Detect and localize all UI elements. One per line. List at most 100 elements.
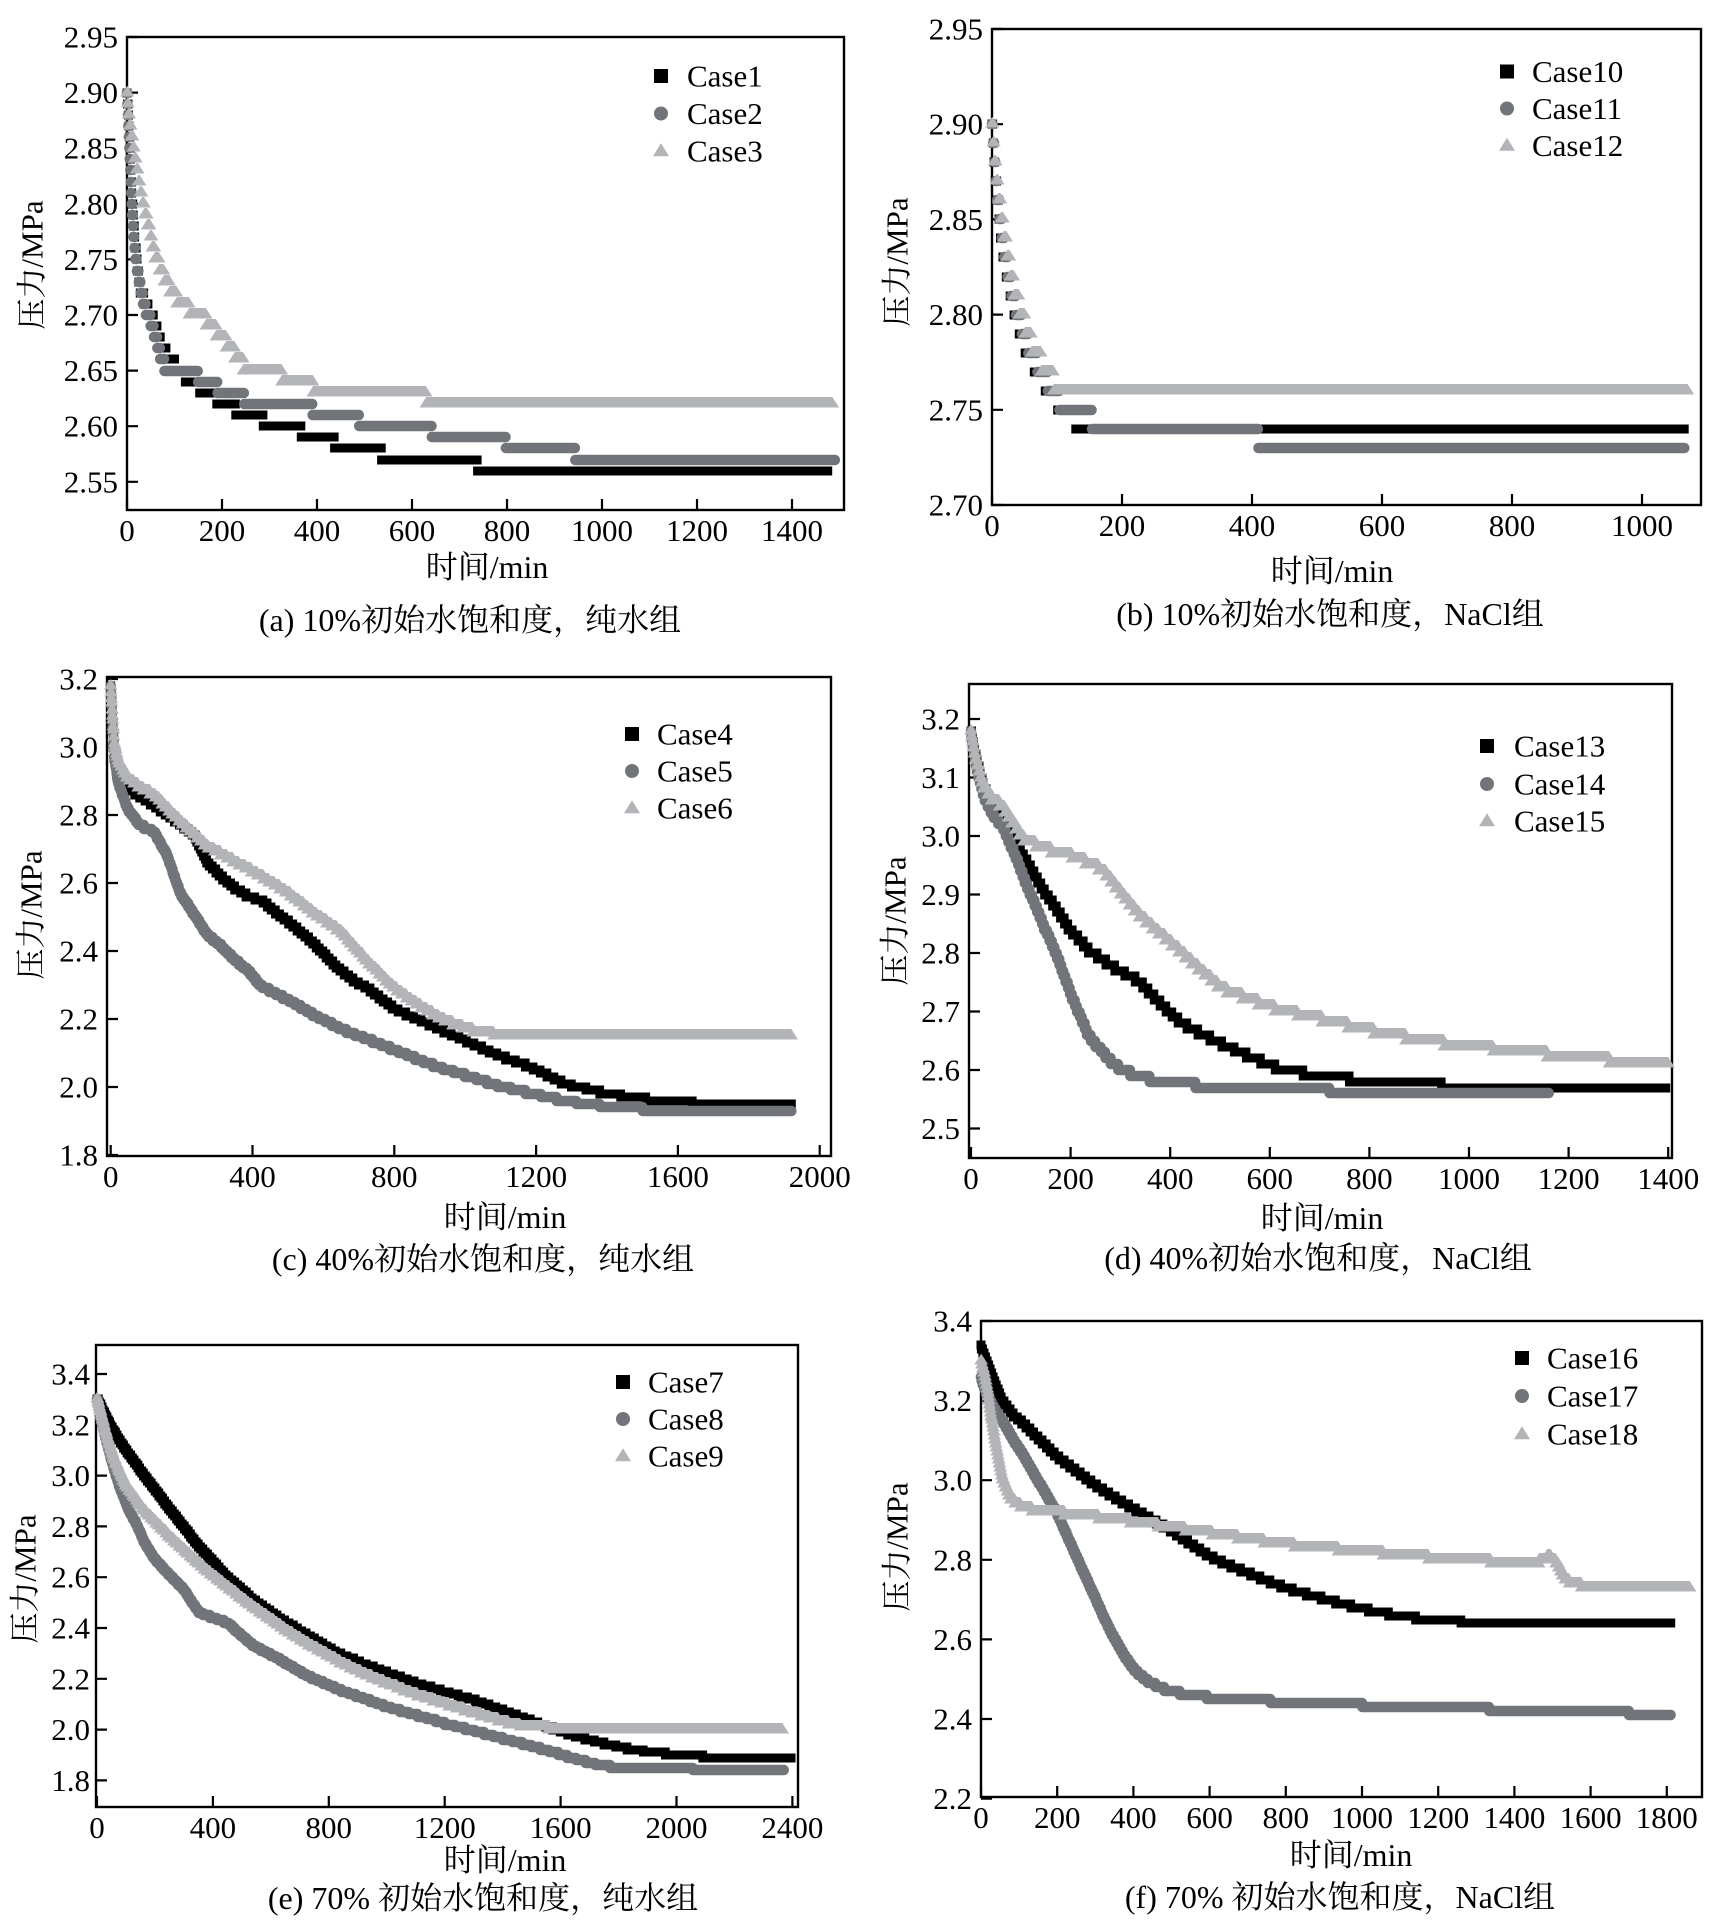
svg-text:1000: 1000: [1438, 1161, 1500, 1196]
svg-text:/min: /min: [1354, 1837, 1413, 1873]
svg-text:2.5: 2.5: [921, 1111, 960, 1146]
svg-text:2.6: 2.6: [59, 866, 98, 901]
svg-text:2.75: 2.75: [929, 392, 983, 427]
svg-text:800: 800: [306, 1810, 353, 1845]
svg-text:1400: 1400: [1637, 1161, 1699, 1196]
svg-text:2.4: 2.4: [59, 934, 98, 969]
svg-text:2.70: 2.70: [929, 488, 983, 523]
svg-text:1000: 1000: [1331, 1800, 1393, 1835]
svg-text:(c) 40%: (c) 40%: [272, 1241, 374, 1277]
svg-text:/min: /min: [1335, 553, 1394, 589]
svg-text:Case17: Case17: [1547, 1379, 1638, 1414]
svg-text:2000: 2000: [646, 1810, 708, 1845]
svg-text:1000: 1000: [1611, 508, 1673, 543]
svg-text:400: 400: [229, 1159, 276, 1194]
svg-text:200: 200: [1047, 1161, 1094, 1196]
svg-text:1600: 1600: [647, 1159, 709, 1194]
svg-text:0: 0: [973, 1800, 989, 1835]
svg-text:2.9: 2.9: [921, 877, 960, 912]
svg-text:800: 800: [1263, 1800, 1310, 1835]
svg-text:2400: 2400: [761, 1810, 823, 1845]
svg-text:1.8: 1.8: [51, 1763, 90, 1798]
svg-text:0: 0: [89, 1810, 105, 1845]
svg-text:1200: 1200: [1538, 1161, 1600, 1196]
svg-text:2.2: 2.2: [933, 1781, 972, 1816]
svg-text:1200: 1200: [414, 1810, 476, 1845]
svg-text:2.80: 2.80: [929, 297, 983, 332]
svg-text:1400: 1400: [1483, 1800, 1545, 1835]
svg-text:Case12: Case12: [1532, 128, 1623, 163]
svg-text:2.80: 2.80: [64, 186, 118, 221]
svg-text:NaCl: NaCl: [1456, 1879, 1524, 1915]
svg-text:2.60: 2.60: [64, 409, 118, 444]
svg-text:2.2: 2.2: [59, 1002, 98, 1037]
svg-text:Case16: Case16: [1547, 1341, 1638, 1376]
svg-text:2.0: 2.0: [59, 1070, 98, 1105]
svg-text:/MPa: /MPa: [8, 1514, 43, 1581]
svg-text:(d) 40%: (d) 40%: [1104, 1240, 1208, 1276]
svg-text:600: 600: [1247, 1161, 1294, 1196]
svg-text:3.4: 3.4: [933, 1304, 972, 1339]
svg-text:2.8: 2.8: [59, 798, 98, 833]
svg-text:/MPa: /MPa: [880, 1482, 915, 1549]
svg-text:2.8: 2.8: [921, 936, 960, 971]
svg-text:NaCl: NaCl: [1444, 596, 1512, 632]
svg-text:Case9: Case9: [648, 1439, 724, 1474]
svg-text:1800: 1800: [1636, 1800, 1698, 1835]
svg-text:Case7: Case7: [648, 1365, 724, 1400]
svg-text:800: 800: [1346, 1161, 1393, 1196]
svg-text:2.4: 2.4: [51, 1611, 90, 1646]
svg-text:1200: 1200: [666, 513, 728, 548]
svg-text:1200: 1200: [505, 1159, 567, 1194]
svg-text:400: 400: [1229, 508, 1276, 543]
svg-text:2.8: 2.8: [51, 1509, 90, 1544]
svg-text:1600: 1600: [1560, 1800, 1622, 1835]
svg-text:(b) 10%: (b) 10%: [1116, 596, 1220, 632]
svg-text:/MPa: /MPa: [15, 200, 50, 267]
svg-text:Case3: Case3: [687, 134, 763, 169]
svg-text:3.0: 3.0: [59, 730, 98, 765]
svg-text:400: 400: [190, 1810, 237, 1845]
svg-text:2.75: 2.75: [64, 242, 118, 277]
svg-text:/min: /min: [1325, 1200, 1384, 1236]
svg-text:400: 400: [294, 513, 341, 548]
svg-text:/min: /min: [508, 1842, 567, 1878]
svg-text:Case1: Case1: [687, 59, 763, 94]
svg-text:Case11: Case11: [1532, 91, 1622, 126]
svg-text:2.85: 2.85: [64, 131, 118, 166]
svg-text:3.1: 3.1: [921, 760, 960, 795]
svg-text:200: 200: [1099, 508, 1146, 543]
svg-text:NaCl: NaCl: [1432, 1240, 1500, 1276]
svg-text:3.2: 3.2: [921, 702, 960, 737]
svg-text:2.2: 2.2: [51, 1661, 90, 1696]
svg-text:400: 400: [1110, 1800, 1157, 1835]
svg-text:2.90: 2.90: [64, 75, 118, 110]
svg-text:2.7: 2.7: [921, 994, 960, 1029]
svg-text:2.6: 2.6: [933, 1622, 972, 1657]
svg-text:2.0: 2.0: [51, 1712, 90, 1747]
svg-text:Case2: Case2: [687, 96, 763, 131]
svg-text:3.0: 3.0: [921, 819, 960, 854]
svg-text:Case8: Case8: [648, 1402, 724, 1437]
svg-text:200: 200: [199, 513, 246, 548]
svg-text:2000: 2000: [789, 1159, 851, 1194]
svg-text:2.8: 2.8: [933, 1542, 972, 1577]
svg-text:0: 0: [963, 1161, 979, 1196]
svg-text:1000: 1000: [571, 513, 633, 548]
svg-text:Case18: Case18: [1547, 1417, 1638, 1452]
svg-text:800: 800: [371, 1159, 418, 1194]
svg-text:3.2: 3.2: [59, 662, 98, 697]
svg-text:3.0: 3.0: [51, 1458, 90, 1493]
svg-text:3.0: 3.0: [933, 1463, 972, 1498]
svg-text:0: 0: [119, 513, 135, 548]
svg-text:400: 400: [1147, 1161, 1194, 1196]
svg-text:Case10: Case10: [1532, 54, 1623, 89]
svg-text:2.95: 2.95: [64, 20, 118, 55]
svg-text:/MPa: /MPa: [14, 850, 49, 917]
svg-text:2.4: 2.4: [933, 1702, 972, 1737]
svg-text:3.2: 3.2: [51, 1407, 90, 1442]
svg-text:800: 800: [484, 513, 531, 548]
svg-text:2.85: 2.85: [929, 202, 983, 237]
svg-text:600: 600: [389, 513, 436, 548]
svg-text:Case13: Case13: [1514, 729, 1605, 764]
